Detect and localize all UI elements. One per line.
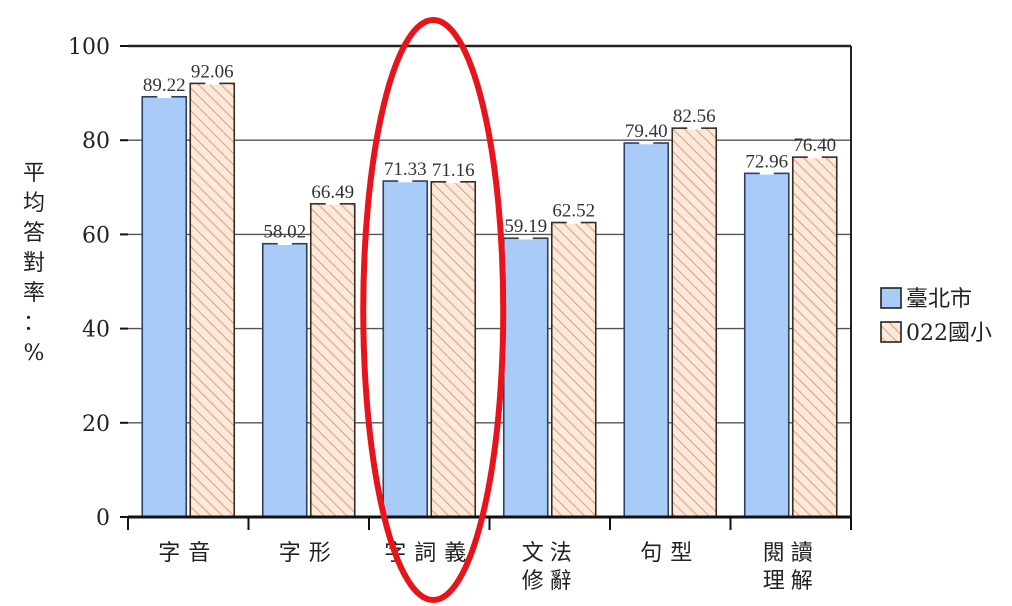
legend-swatch <box>880 321 902 343</box>
legend-swatch <box>880 287 902 309</box>
data-label: 92.06 <box>191 61 234 82</box>
data-label: 76.40 <box>793 135 836 156</box>
x-category-label: 文法修辭 <box>522 541 578 594</box>
annotation <box>360 17 507 603</box>
y-tick-label: 100 <box>68 35 110 60</box>
data-label: 59.19 <box>504 216 547 237</box>
gridlines <box>128 44 851 424</box>
data-label: 58.02 <box>263 222 306 243</box>
bar-school <box>671 127 718 518</box>
highlight-ellipse <box>360 17 507 603</box>
bar-taipei <box>743 172 790 518</box>
x-category-label: 閱讀理解 <box>763 541 819 594</box>
x-category-label: 句型 <box>640 541 700 566</box>
bar-taipei <box>502 237 549 518</box>
data-label: 89.22 <box>143 75 186 96</box>
data-label: 72.96 <box>745 151 788 172</box>
data-label: 62.52 <box>552 201 595 222</box>
bar-school <box>309 203 356 518</box>
data-label: 71.33 <box>384 159 427 180</box>
y-tick-label: 80 <box>82 129 110 154</box>
legend-label: 022國小 <box>906 321 992 346</box>
bar-school <box>791 156 838 518</box>
y-tick-label: 0 <box>96 506 110 531</box>
data-label: 71.16 <box>432 160 475 181</box>
y-axis-label: 平均答對率：% <box>23 161 45 366</box>
y-tick-label: 40 <box>82 318 110 343</box>
bars <box>141 82 838 518</box>
bar-taipei <box>261 242 308 518</box>
bar-school <box>430 181 477 518</box>
bar-school <box>550 221 597 518</box>
x-category-label: 字形 <box>279 541 339 566</box>
data-label: 82.56 <box>673 106 716 127</box>
legend: 臺北市 022國小 <box>880 287 992 346</box>
legend-label: 臺北市 <box>906 287 972 312</box>
bar-taipei <box>382 180 429 518</box>
y-tick-label: 60 <box>82 223 110 248</box>
bar-taipei <box>141 95 188 518</box>
bar-taipei <box>623 142 670 518</box>
y-tick-label: 20 <box>82 412 110 437</box>
bar-school <box>189 82 236 518</box>
data-label: 79.40 <box>625 121 668 142</box>
x-category-label: 字音 <box>158 541 218 566</box>
data-label: 66.49 <box>311 182 354 203</box>
